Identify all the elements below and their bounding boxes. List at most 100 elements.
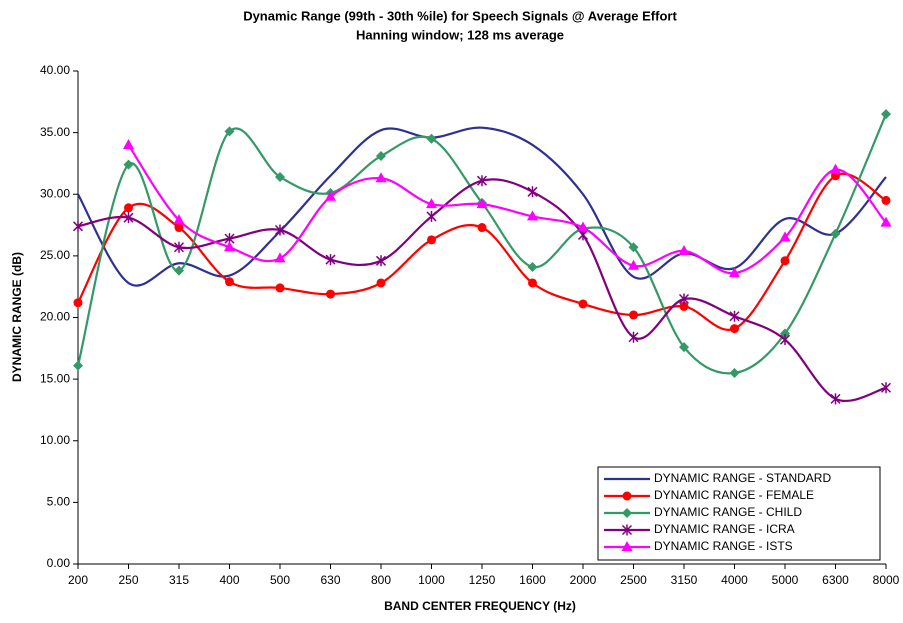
marker	[73, 360, 83, 371]
marker	[881, 195, 891, 205]
marker	[678, 293, 690, 305]
marker	[628, 259, 639, 270]
marker	[729, 267, 740, 278]
x-tick-label: 8000	[873, 573, 900, 587]
x-tick-label: 630	[320, 573, 340, 587]
y-tick-label: 15.00	[40, 371, 70, 385]
marker	[123, 212, 134, 224]
marker	[476, 198, 488, 209]
marker	[476, 175, 488, 187]
series-line	[77, 178, 887, 402]
marker	[729, 367, 740, 378]
marker	[426, 198, 437, 209]
marker	[577, 221, 589, 232]
series-line	[77, 126, 887, 287]
marker	[73, 298, 83, 308]
x-tick-label: 2000	[570, 573, 597, 587]
y-tick-label: 5.00	[47, 495, 71, 509]
marker	[426, 133, 437, 144]
marker	[325, 254, 336, 266]
marker	[729, 310, 740, 322]
marker	[124, 203, 133, 213]
marker	[880, 382, 892, 394]
marker	[275, 283, 285, 293]
y-tick-label: 0.00	[47, 556, 71, 570]
x-tick-label: 5000	[772, 573, 799, 587]
marker	[779, 334, 791, 346]
legend-label: DYNAMIC RANGE - CHILD	[654, 505, 802, 519]
marker	[224, 126, 235, 137]
marker	[621, 541, 633, 551]
marker	[779, 231, 791, 242]
x-tick-label: 400	[219, 573, 239, 587]
x-tick-label: 1000	[418, 573, 445, 587]
marker	[173, 214, 185, 225]
x-tick-label: 1600	[519, 573, 546, 587]
marker	[224, 241, 235, 252]
marker	[123, 138, 134, 149]
x-tick-label: 315	[169, 573, 189, 587]
marker	[376, 151, 386, 162]
marker	[679, 342, 689, 353]
marker	[325, 190, 336, 201]
series-line	[76, 113, 888, 375]
legend-label: DYNAMIC RANGE - ICRA	[654, 522, 795, 536]
x-tick-label: 1250	[469, 573, 496, 587]
marker	[622, 491, 632, 501]
marker	[375, 172, 387, 183]
marker	[477, 223, 487, 233]
x-tick-label: 4000	[721, 573, 748, 587]
legend-label: DYNAMIC RANGE - FEMALE	[654, 488, 814, 502]
series-line	[127, 144, 887, 275]
marker	[622, 508, 632, 518]
marker	[274, 224, 286, 236]
chart-subtitle: Hanning window; 128 ms average	[356, 27, 564, 42]
legend: DYNAMIC RANGE - STANDARD DYNAMIC RANGE - …	[597, 466, 881, 561]
marker	[678, 244, 690, 255]
marker	[123, 159, 134, 170]
marker	[578, 299, 588, 309]
x-tick-label: 2500	[620, 573, 647, 587]
y-tick-label: 25.00	[40, 248, 70, 262]
y-axis-label: DYNAMIC RANGE (dB)	[10, 252, 24, 382]
marker	[628, 242, 639, 253]
x-tick-label: 200	[68, 573, 88, 587]
marker	[326, 289, 335, 299]
marker	[730, 324, 739, 334]
marker	[225, 277, 234, 287]
legend-label: DYNAMIC RANGE - ISTS	[654, 539, 793, 553]
marker	[376, 278, 386, 288]
marker	[527, 261, 538, 272]
y-tick-label: 35.00	[40, 125, 70, 139]
marker	[426, 210, 437, 222]
marker	[72, 220, 84, 232]
legend-label: DYNAMIC RANGE - STANDARD	[654, 471, 831, 485]
marker	[621, 524, 633, 536]
marker	[780, 328, 790, 339]
marker	[275, 171, 285, 182]
marker	[880, 216, 892, 227]
x-tick-label: 6300	[822, 573, 849, 587]
marker	[527, 186, 538, 198]
marker	[881, 109, 891, 120]
marker	[274, 252, 286, 263]
y-tick-label: 20.00	[40, 310, 70, 324]
marker	[628, 331, 639, 343]
x-tick-label: 800	[371, 573, 391, 587]
series-line	[77, 172, 887, 331]
marker	[830, 228, 841, 239]
marker	[427, 235, 436, 245]
marker	[174, 265, 184, 276]
marker	[375, 255, 387, 267]
marker	[780, 256, 790, 266]
marker	[629, 310, 638, 320]
x-tick-label: 3150	[671, 573, 698, 587]
x-tick-label: 250	[118, 573, 138, 587]
chart-title: Dynamic Range (99th - 30th %ile) for Spe…	[243, 8, 677, 23]
marker	[830, 393, 841, 405]
marker	[830, 163, 841, 174]
marker	[679, 301, 689, 311]
x-tick-label: 500	[270, 573, 290, 587]
y-tick-label: 30.00	[40, 186, 70, 200]
